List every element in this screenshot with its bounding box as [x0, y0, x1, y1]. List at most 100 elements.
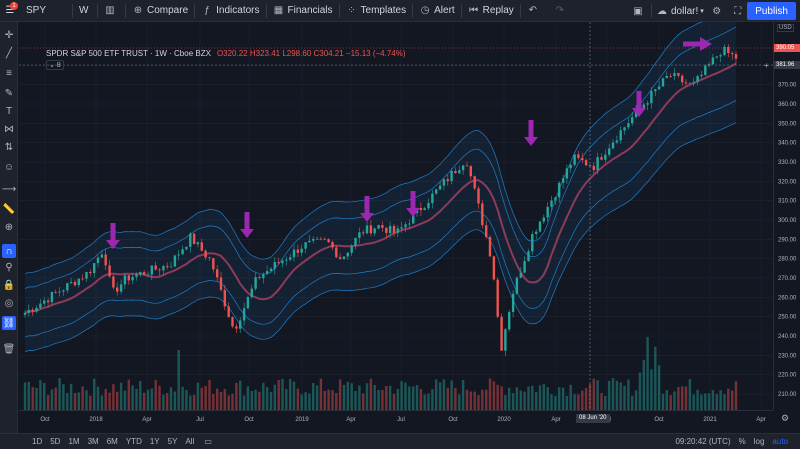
volume-bar	[584, 388, 588, 410]
candle-body	[119, 284, 123, 292]
volume-bar	[569, 384, 572, 410]
candle-body	[192, 233, 196, 245]
range-ytd[interactable]: YTD	[125, 437, 142, 446]
candle-body	[538, 221, 542, 232]
volume-bar	[723, 394, 726, 410]
volume-bar	[369, 378, 373, 410]
indicators-button[interactable]: ƒ Indicators	[195, 0, 265, 22]
date-range-icon[interactable]: ▭	[204, 437, 212, 446]
symbol-search[interactable]: SPY	[20, 0, 72, 22]
time-axis[interactable]: Oct2018AprJulOct2019AprJulOct2020AprJulO…	[19, 410, 773, 425]
volume-bar	[561, 387, 565, 410]
brush-tool-icon[interactable]: ✎	[4, 87, 14, 99]
chart-type-button[interactable]: ▥	[98, 0, 125, 22]
range-3m[interactable]: 3M	[87, 437, 99, 446]
axis-settings-button[interactable]: ⚙	[781, 413, 789, 424]
clock-time[interactable]: 09:20:42 (UTC)	[675, 437, 731, 446]
candle-body	[104, 254, 107, 266]
range-6m[interactable]: 6M	[106, 437, 118, 446]
volume-bar	[454, 388, 457, 410]
volume-bar	[731, 390, 734, 410]
trash-icon[interactable]: 🗑	[2, 343, 16, 355]
volume-bar	[246, 386, 250, 410]
magnet-tool-icon[interactable]: ∩	[2, 244, 16, 258]
candle-body	[427, 203, 430, 209]
layout-button[interactable]: ▣	[628, 0, 651, 22]
log-toggle[interactable]: log	[753, 437, 765, 446]
candle-body	[385, 227, 388, 233]
menu-button[interactable]: ☰ 1	[0, 0, 20, 22]
candle-body	[535, 231, 538, 234]
volume-bar	[500, 386, 503, 410]
candle-body	[73, 282, 77, 286]
time-tick-label: Oct	[40, 417, 50, 423]
replay-button[interactable]: ⏮ Replay	[462, 0, 520, 22]
crosshair-tool-icon[interactable]: ✛	[4, 29, 14, 41]
candle-body	[216, 269, 219, 278]
candle-body	[446, 179, 449, 182]
arrow-tool-icon[interactable]: ⟶	[1, 183, 17, 195]
redo-icon: ↷	[555, 5, 564, 16]
volume-bar	[412, 386, 415, 410]
candle-body	[350, 245, 353, 253]
publish-button[interactable]: Publish	[747, 2, 796, 20]
volume-bar	[158, 385, 161, 410]
interval-button[interactable]: W	[73, 0, 97, 22]
volume-bar	[27, 381, 30, 410]
arrow-shaft	[410, 191, 416, 209]
lock-icon[interactable]: 🔒	[2, 279, 16, 291]
icon-tool-icon[interactable]: ☺	[3, 161, 15, 173]
time-tick-label: Jul	[397, 417, 405, 423]
account-button[interactable]: ☁ dollar! ▾	[652, 0, 708, 22]
link-icon[interactable]: ⛓	[2, 316, 16, 330]
candle-body	[54, 292, 57, 293]
candle-body	[177, 254, 180, 256]
crosshair-plus-icon[interactable]: +	[764, 61, 769, 70]
text-tool-icon[interactable]: T	[5, 105, 13, 117]
range-1m[interactable]: 1M	[68, 437, 80, 446]
financials-button[interactable]: ▦ Financials	[267, 0, 339, 22]
candle-body	[131, 276, 134, 281]
range-5d[interactable]: 5D	[50, 437, 61, 446]
time-tick-label: Apr	[551, 417, 560, 423]
settings-button[interactable]: ⚙	[708, 0, 729, 22]
compare-button[interactable]: ⊕ Compare	[126, 0, 194, 22]
candle-body	[611, 142, 615, 149]
range-1d[interactable]: 1D	[32, 437, 43, 446]
range-1y[interactable]: 1Y	[149, 437, 160, 446]
price-scale[interactable]: USD 380.00370.00360.00350.00340.00330.00…	[773, 22, 800, 410]
volume-bar	[669, 395, 672, 410]
chart-pane[interactable]: SPDR S&P 500 ETF TRUST · 1W · Cboe BZX O…	[19, 4, 773, 410]
volume-bar	[254, 389, 257, 410]
volume-bar	[365, 383, 369, 410]
down-arrow	[360, 196, 374, 222]
pattern-tool-icon[interactable]: ⋈	[4, 123, 14, 135]
candle-body	[569, 164, 572, 169]
volume-bar	[477, 395, 480, 410]
range-all[interactable]: All	[185, 437, 195, 446]
undo-button[interactable]: ↶	[521, 0, 548, 22]
candle-body	[488, 237, 492, 257]
auto-toggle[interactable]: auto	[772, 437, 788, 446]
notification-badge: 1	[10, 1, 18, 10]
zoom-tool-icon[interactable]: ⊕	[4, 221, 14, 233]
volume-bar	[661, 393, 665, 410]
range-5y[interactable]: 5Y	[167, 437, 178, 446]
fib-tool-icon[interactable]: ≡	[6, 67, 12, 79]
price-chart[interactable]	[19, 4, 773, 410]
templates-button[interactable]: ⁘ Templates	[340, 0, 413, 22]
forecast-tool-icon[interactable]: ⇅	[4, 141, 14, 153]
eye-icon[interactable]: ◎	[4, 297, 14, 309]
trend-line-tool-icon[interactable]: ╱	[5, 47, 13, 59]
time-tick-label: Apr	[756, 417, 765, 423]
alert-button[interactable]: ◷ Alert	[413, 0, 461, 22]
fullscreen-button[interactable]: ⛶	[729, 0, 750, 22]
lock-drawing-icon[interactable]: ⚲	[5, 261, 13, 273]
redo-button[interactable]: ↷	[548, 0, 575, 22]
candle-body	[592, 165, 595, 170]
ruler-tool-icon[interactable]: 📏	[2, 203, 16, 215]
percent-toggle[interactable]: %	[738, 437, 746, 446]
volume-bar	[627, 379, 630, 410]
indicator-toggle[interactable]: ⌄ 8	[46, 60, 64, 70]
volume-bar	[435, 379, 438, 410]
